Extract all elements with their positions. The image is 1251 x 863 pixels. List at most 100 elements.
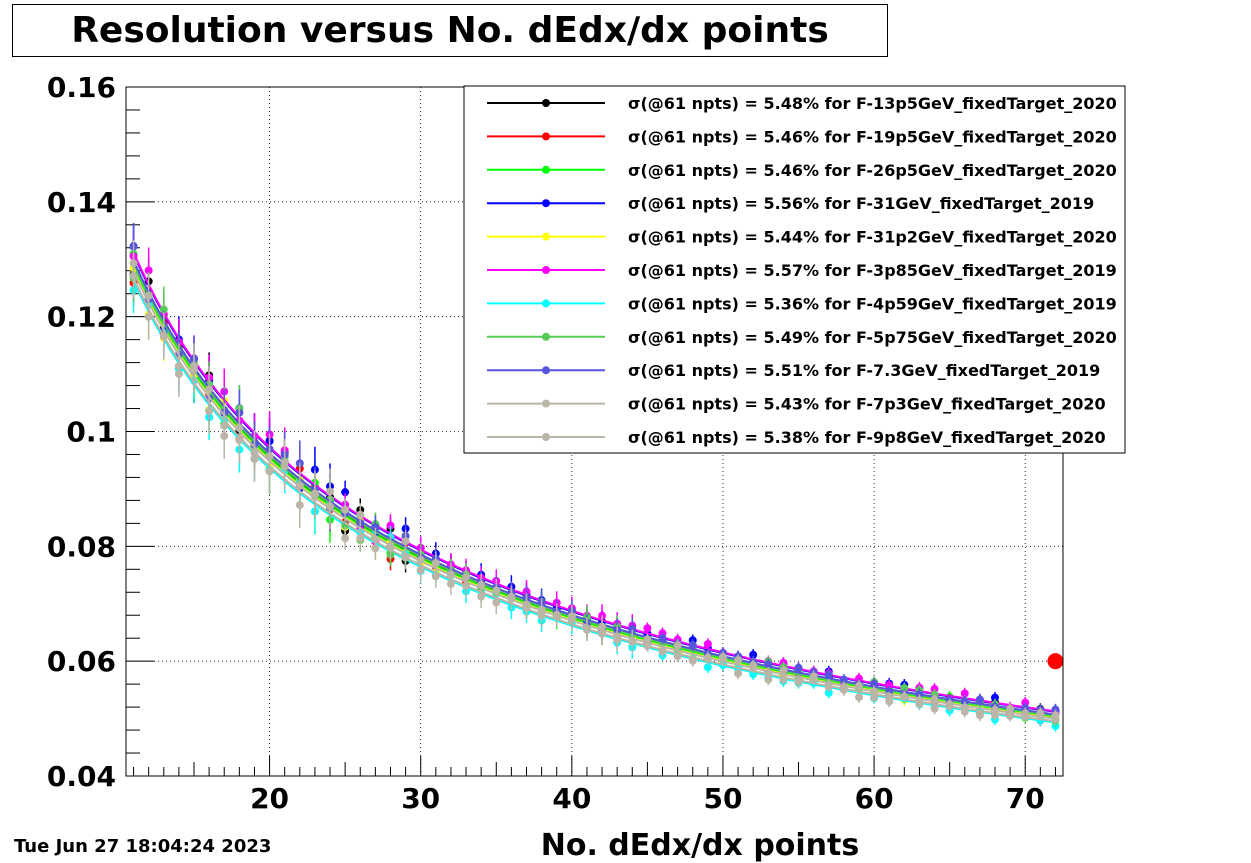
data-point bbox=[1006, 711, 1015, 720]
legend-entry: σ(@61 npts) = 5.43% for F-7p3GeV_fixedTa… bbox=[628, 395, 1106, 414]
y-tick-label: 0.08 bbox=[47, 530, 116, 563]
y-tick-label: 0.06 bbox=[47, 645, 116, 678]
data-point bbox=[416, 565, 425, 574]
data-point bbox=[159, 331, 168, 340]
data-point bbox=[930, 704, 939, 713]
data-point bbox=[326, 502, 335, 511]
data-point bbox=[220, 431, 229, 440]
data-point bbox=[235, 436, 244, 445]
data-point bbox=[522, 600, 531, 609]
data-point bbox=[371, 544, 380, 553]
data-point bbox=[356, 534, 365, 543]
y-tick-label: 0.16 bbox=[47, 71, 116, 104]
legend: σ(@61 npts) = 5.48% for F-13p5GeV_fixedT… bbox=[463, 85, 1126, 454]
data-point bbox=[1006, 704, 1015, 713]
data-point bbox=[205, 407, 214, 416]
data-point bbox=[643, 641, 652, 650]
data-point bbox=[824, 670, 833, 679]
legend-marker bbox=[542, 433, 550, 441]
y-tick-label: 0.14 bbox=[47, 186, 116, 219]
data-point bbox=[295, 501, 304, 510]
legend-marker bbox=[542, 299, 550, 308]
data-point bbox=[371, 523, 380, 532]
data-point bbox=[280, 462, 289, 471]
legend-marker bbox=[542, 99, 550, 107]
data-point bbox=[265, 452, 274, 461]
data-point bbox=[779, 675, 788, 684]
x-tick-label: 20 bbox=[250, 782, 289, 815]
data-point bbox=[960, 707, 969, 716]
data-point bbox=[794, 664, 803, 673]
data-point bbox=[492, 598, 501, 607]
legend-entry: σ(@61 npts) = 5.51% for F-7.3GeV_fixedTa… bbox=[628, 361, 1100, 380]
data-point bbox=[779, 666, 788, 675]
data-point bbox=[960, 697, 969, 706]
data-point bbox=[915, 690, 924, 699]
legend-entry: σ(@61 npts) = 5.46% for F-19p5GeV_fixedT… bbox=[628, 127, 1117, 146]
data-point bbox=[431, 572, 440, 581]
legend-entry: σ(@61 npts) = 5.36% for F-4p59GeV_fixedT… bbox=[628, 294, 1117, 313]
data-point bbox=[809, 674, 818, 683]
data-point bbox=[900, 683, 909, 692]
data-point bbox=[870, 679, 879, 688]
data-point bbox=[975, 695, 984, 704]
data-point bbox=[885, 697, 894, 706]
x-tick-label: 40 bbox=[552, 782, 591, 815]
data-point bbox=[718, 655, 727, 664]
data-point bbox=[1036, 710, 1045, 719]
legend-entry: σ(@61 npts) = 5.49% for F-5p75GeV_fixedT… bbox=[628, 328, 1117, 347]
data-point bbox=[1051, 715, 1060, 724]
data-point bbox=[174, 369, 183, 378]
series-10 bbox=[129, 252, 1060, 726]
data-point bbox=[915, 696, 924, 705]
data-point bbox=[688, 656, 697, 665]
data-point bbox=[190, 365, 199, 374]
data-point bbox=[552, 612, 561, 621]
data-point bbox=[341, 505, 350, 514]
data-point bbox=[567, 615, 576, 624]
data-point bbox=[386, 542, 395, 551]
legend-marker bbox=[542, 366, 550, 375]
x-tick-label: 30 bbox=[401, 782, 440, 815]
data-point bbox=[462, 581, 471, 590]
data-point bbox=[341, 534, 350, 543]
data-point bbox=[658, 647, 667, 656]
legend-entry: σ(@61 npts) = 5.38% for F-9p8GeV_fixedTa… bbox=[628, 428, 1106, 447]
x-axis-label: No. dEdx/dx points bbox=[541, 828, 860, 863]
data-point bbox=[824, 688, 833, 697]
chart-title: Resolution versus No. dEdx/dx points bbox=[12, 4, 888, 57]
data-point bbox=[900, 692, 909, 701]
data-point bbox=[310, 490, 319, 499]
data-point bbox=[854, 693, 863, 702]
x-tick-label: 70 bbox=[1006, 782, 1045, 815]
data-point bbox=[386, 521, 395, 530]
legend-entry: σ(@61 npts) = 5.56% for F-31GeV_fixedTar… bbox=[628, 194, 1094, 213]
data-point bbox=[628, 624, 637, 633]
data-point bbox=[839, 675, 848, 684]
data-point bbox=[990, 693, 999, 702]
data-point bbox=[643, 635, 652, 644]
data-point bbox=[250, 454, 259, 463]
data-point bbox=[431, 559, 440, 568]
data-point bbox=[749, 662, 758, 671]
data-point bbox=[794, 677, 803, 686]
data-point bbox=[930, 684, 939, 693]
y-tick-label: 0.04 bbox=[47, 760, 116, 793]
data-point bbox=[824, 680, 833, 689]
data-point bbox=[598, 629, 607, 638]
data-point bbox=[975, 711, 984, 720]
data-point bbox=[492, 586, 501, 595]
legend-marker bbox=[542, 132, 550, 141]
data-point bbox=[945, 702, 954, 711]
reference-point bbox=[1047, 653, 1064, 670]
legend-marker bbox=[542, 199, 550, 208]
data-point bbox=[703, 663, 712, 672]
legend-entry: σ(@61 npts) = 5.57% for F-3p85GeV_fixedT… bbox=[628, 261, 1117, 280]
x-tick-label: 60 bbox=[855, 782, 894, 815]
y-tick-label: 0.1 bbox=[66, 416, 116, 449]
data-point bbox=[582, 625, 591, 634]
data-point bbox=[688, 640, 697, 649]
legend-entry: σ(@61 npts) = 5.46% for F-26p5GeV_fixedT… bbox=[628, 161, 1117, 180]
data-point bbox=[854, 681, 863, 690]
